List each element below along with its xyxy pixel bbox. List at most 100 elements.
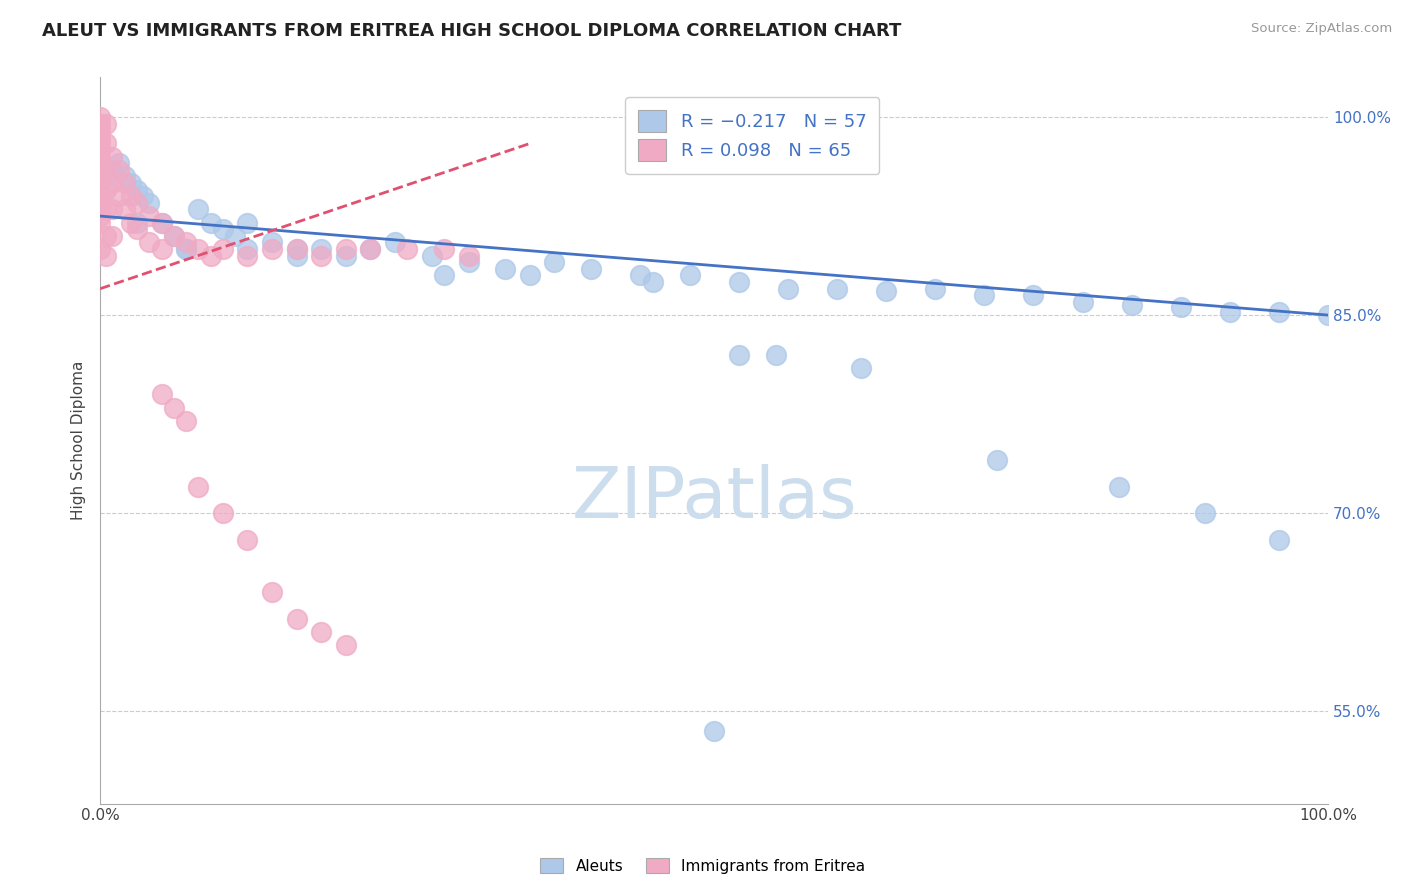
Point: [96, 249, 118, 263]
Point: [89, 216, 111, 230]
Point: [1268, 533, 1291, 547]
Point: [212, 222, 235, 236]
Point: [138, 235, 160, 250]
Point: [433, 242, 456, 256]
Point: [212, 242, 235, 256]
Point: [101, 162, 124, 177]
Point: [236, 249, 259, 263]
Point: [125, 195, 148, 210]
Point: [924, 282, 946, 296]
Point: [187, 202, 209, 217]
Point: [132, 189, 155, 203]
Point: [150, 387, 173, 401]
Point: [150, 216, 173, 230]
Point: [150, 216, 173, 230]
Point: [101, 176, 124, 190]
Point: [174, 235, 197, 250]
Point: [89, 195, 111, 210]
Point: [89, 242, 111, 256]
Point: [396, 242, 419, 256]
Point: [1022, 288, 1045, 302]
Point: [212, 506, 235, 520]
Point: [107, 189, 129, 203]
Point: [703, 724, 725, 739]
Point: [114, 169, 136, 184]
Point: [1121, 297, 1143, 311]
Point: [851, 360, 873, 375]
Point: [101, 228, 124, 243]
Point: [457, 249, 479, 263]
Point: [125, 222, 148, 236]
Point: [359, 242, 381, 256]
Point: [1219, 305, 1241, 319]
Point: [187, 480, 209, 494]
Point: [89, 150, 111, 164]
Point: [260, 242, 283, 256]
Point: [309, 624, 332, 639]
Point: [630, 268, 652, 283]
Point: [224, 228, 246, 243]
Point: [107, 156, 129, 170]
Point: [125, 216, 148, 230]
Point: [150, 242, 173, 256]
Point: [678, 268, 700, 283]
Point: [138, 209, 160, 223]
Point: [114, 176, 136, 190]
Point: [163, 228, 186, 243]
Point: [727, 275, 749, 289]
Point: [457, 255, 479, 269]
Point: [1268, 305, 1291, 319]
Point: [260, 585, 283, 599]
Point: [236, 533, 259, 547]
Point: [125, 183, 148, 197]
Point: [285, 242, 308, 256]
Point: [335, 249, 357, 263]
Point: [96, 117, 118, 131]
Point: [96, 202, 118, 217]
Point: [200, 249, 222, 263]
Point: [174, 414, 197, 428]
Point: [581, 261, 603, 276]
Point: [236, 242, 259, 256]
Point: [384, 235, 406, 250]
Point: [187, 242, 209, 256]
Legend: R = −0.217   N = 57, R = 0.098   N = 65: R = −0.217 N = 57, R = 0.098 N = 65: [624, 97, 879, 174]
Point: [89, 110, 111, 124]
Point: [335, 638, 357, 652]
Point: [89, 162, 111, 177]
Point: [101, 150, 124, 164]
Legend: Aleuts, Immigrants from Eritrea: Aleuts, Immigrants from Eritrea: [534, 852, 872, 880]
Point: [309, 249, 332, 263]
Point: [494, 261, 516, 276]
Point: [776, 282, 799, 296]
Y-axis label: High School Diploma: High School Diploma: [72, 361, 86, 520]
Point: [519, 268, 541, 283]
Point: [1317, 308, 1340, 322]
Point: [89, 183, 111, 197]
Point: [89, 129, 111, 144]
Point: [285, 242, 308, 256]
Point: [89, 117, 111, 131]
Point: [825, 282, 848, 296]
Point: [114, 202, 136, 217]
Point: [163, 401, 186, 415]
Point: [96, 169, 118, 184]
Point: [260, 235, 283, 250]
Point: [89, 156, 111, 170]
Point: [1194, 506, 1216, 520]
Point: [89, 189, 111, 203]
Point: [1071, 294, 1094, 309]
Point: [1170, 300, 1192, 314]
Point: [120, 216, 142, 230]
Point: [875, 285, 897, 299]
Point: [285, 249, 308, 263]
Point: [359, 242, 381, 256]
Point: [120, 189, 142, 203]
Point: [89, 202, 111, 217]
Point: [120, 176, 142, 190]
Text: ALEUT VS IMMIGRANTS FROM ERITREA HIGH SCHOOL DIPLOMA CORRELATION CHART: ALEUT VS IMMIGRANTS FROM ERITREA HIGH SC…: [42, 22, 901, 40]
Point: [973, 288, 995, 302]
Point: [174, 242, 197, 256]
Point: [96, 228, 118, 243]
Point: [309, 242, 332, 256]
